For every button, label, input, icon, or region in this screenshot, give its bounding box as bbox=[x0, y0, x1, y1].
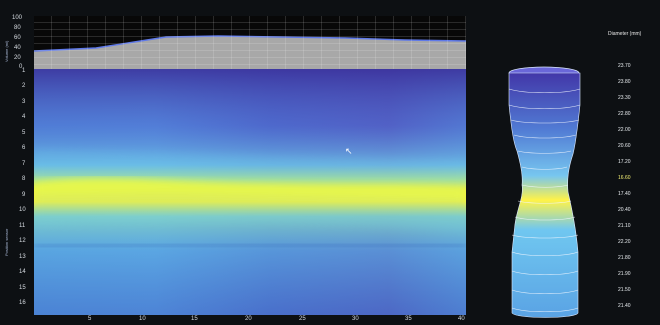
volume-tick-0: 0 bbox=[19, 64, 23, 70]
time-tick-25: 25 bbox=[299, 316, 306, 322]
diameter-tick-2: 23.80 bbox=[618, 79, 631, 85]
position-tick-2: 2 bbox=[22, 83, 26, 89]
position-tick-11: 11 bbox=[19, 223, 26, 229]
time-tick-35: 35 bbox=[405, 316, 412, 322]
position-tick-8: 8 bbox=[22, 176, 26, 182]
volume-tick-40: 40 bbox=[14, 45, 21, 51]
position-tick-15: 15 bbox=[19, 285, 26, 291]
time-axis: 5 10 15 20 25 30 35 40 bbox=[34, 314, 466, 325]
time-tick-20: 20 bbox=[245, 316, 252, 322]
volume-axis: 100 80 60 40 20 0 Volume (ml) bbox=[0, 14, 34, 72]
position-tick-7: 7 bbox=[22, 161, 26, 167]
position-tick-3: 3 bbox=[22, 99, 26, 105]
diameter-tick-9: 17.40 bbox=[618, 191, 631, 197]
position-tick-6: 6 bbox=[22, 145, 26, 151]
time-tick-15: 15 bbox=[191, 316, 198, 322]
heatmap-bottom-band bbox=[34, 240, 466, 251]
heatmap-cyan-glow bbox=[34, 149, 466, 232]
diameter-tick-7: 17.20 bbox=[618, 159, 631, 165]
position-axis-label: Position sensor bbox=[4, 228, 9, 256]
diameter-tick-13: 21.80 bbox=[618, 255, 631, 261]
vessel-rings bbox=[508, 88, 581, 313]
time-tick-10: 10 bbox=[139, 316, 146, 322]
diameter-tick-15: 21.50 bbox=[618, 287, 631, 293]
mouse-pointer-icon: ↖ bbox=[345, 146, 353, 156]
diameter-tick-3: 23.30 bbox=[618, 95, 631, 101]
diameter-tick-11: 21.10 bbox=[618, 223, 631, 229]
position-tick-5: 5 bbox=[22, 130, 26, 136]
diameter-tick-5: 22.00 bbox=[618, 127, 631, 133]
volume-tick-80: 80 bbox=[14, 25, 21, 31]
volume-grid bbox=[34, 16, 466, 71]
diameter-tick-4: 22.80 bbox=[618, 111, 631, 117]
diameter-scale-title: Diameter (mm) bbox=[608, 31, 642, 37]
diameter-scale: 23.70 23.80 23.30 22.80 22.00 20.60 17.2… bbox=[600, 28, 660, 323]
volume-tick-60: 60 bbox=[14, 35, 21, 41]
diameter-tick-8: 16.60 bbox=[618, 175, 631, 181]
diameter-tick-16: 21.40 bbox=[618, 303, 631, 309]
volume-chart bbox=[34, 16, 466, 71]
position-tick-4: 4 bbox=[22, 114, 26, 120]
position-tick-9: 9 bbox=[22, 192, 26, 198]
position-tick-1: 1 bbox=[22, 68, 26, 74]
volume-tick-100: 100 bbox=[12, 15, 23, 21]
diameter-tick-6: 20.60 bbox=[618, 143, 631, 149]
position-axis: 1 2 3 4 5 6 7 8 9 10 11 12 13 14 15 16 P… bbox=[0, 68, 34, 318]
time-tick-30: 30 bbox=[352, 316, 359, 322]
position-tick-13: 13 bbox=[19, 254, 26, 260]
time-tick-5: 5 bbox=[88, 316, 92, 322]
diameter-tick-12: 22.20 bbox=[618, 239, 631, 245]
diameter-tick-10: 20.40 bbox=[618, 207, 631, 213]
pressure-heatmap bbox=[34, 69, 466, 315]
vessel-body bbox=[508, 72, 581, 318]
volume-axis-label: Volume (ml) bbox=[4, 40, 9, 62]
position-tick-14: 14 bbox=[19, 269, 26, 275]
position-tick-10: 10 bbox=[19, 207, 26, 213]
esophagus-diameter-model bbox=[508, 66, 581, 318]
position-tick-12: 12 bbox=[19, 238, 26, 244]
diameter-tick-1: 23.70 bbox=[618, 63, 631, 69]
position-tick-16: 16 bbox=[19, 300, 26, 306]
volume-tick-20: 20 bbox=[14, 55, 21, 61]
diameter-tick-14: 21.90 bbox=[618, 271, 631, 277]
time-tick-40: 40 bbox=[458, 316, 465, 322]
